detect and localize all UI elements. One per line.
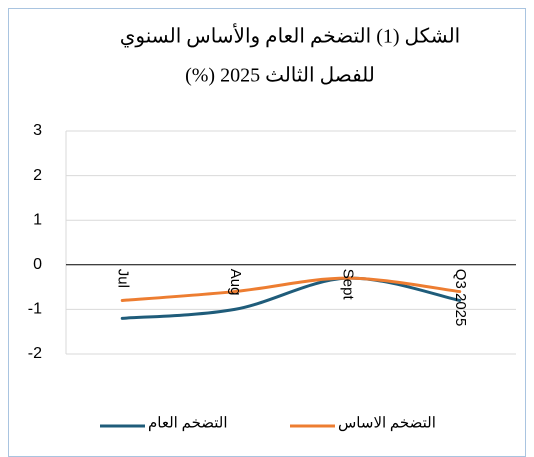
x-tick-label: Aug (227, 269, 244, 296)
line-series (120, 276, 462, 320)
legend-label: التضخم العام (148, 415, 228, 431)
line-series (120, 276, 462, 302)
y-tick-label: -2 (28, 345, 42, 362)
chart-title: للفصل الثالث 2025 (%) (185, 65, 375, 87)
chart-border (8, 8, 526, 457)
x-tick-label: Q3 2025 (452, 269, 469, 327)
y-tick-label: 3 (33, 122, 42, 139)
y-tick-label: 0 (33, 256, 42, 273)
legend-label: التضخم الاساس (338, 415, 436, 431)
y-tick-label: -1 (28, 301, 42, 318)
x-tick-label: Jul (114, 269, 131, 288)
x-tick-label: Sept (339, 269, 356, 301)
chart-title: الشكل (1) التضخم العام والأساس السنوي (120, 23, 460, 48)
y-tick-label: 2 (33, 167, 42, 184)
y-tick-label: 1 (33, 211, 42, 228)
